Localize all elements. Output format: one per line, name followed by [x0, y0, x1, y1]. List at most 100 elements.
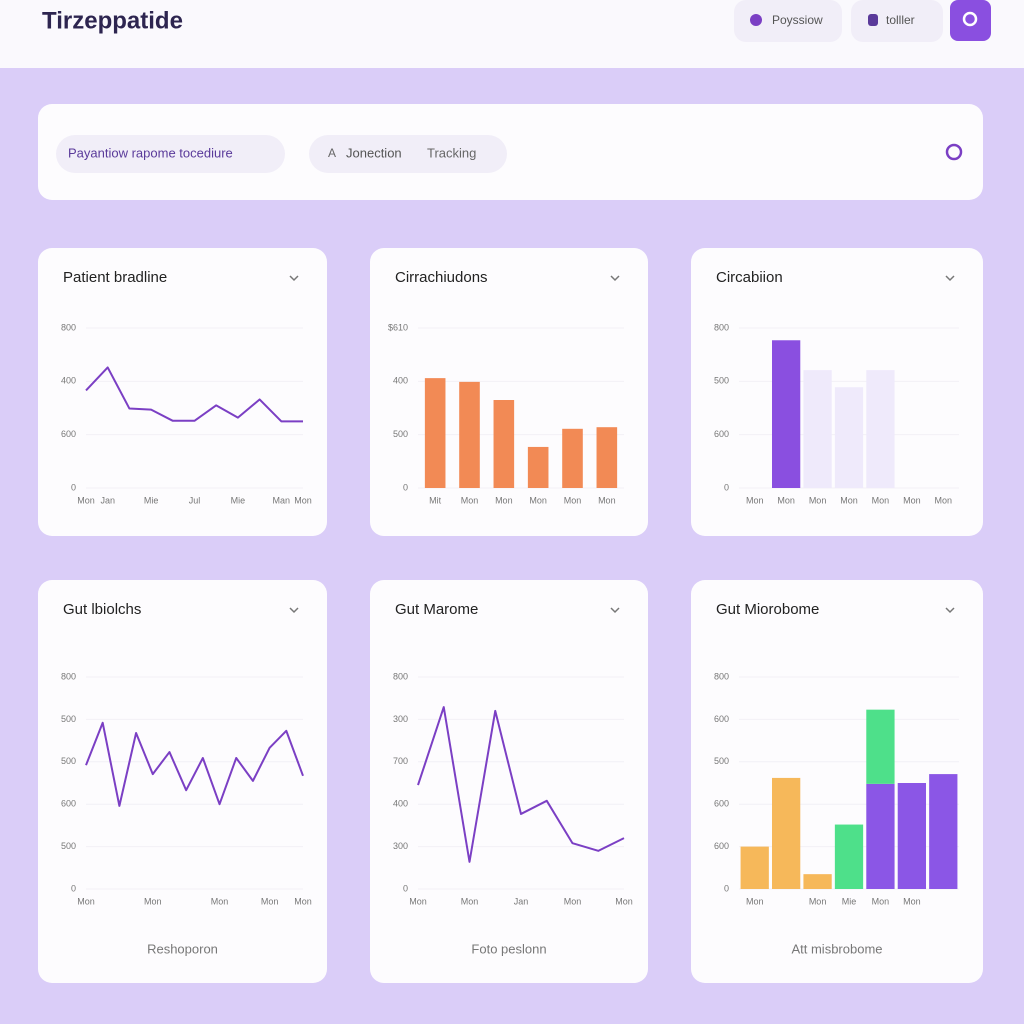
bar-segment: [772, 777, 801, 889]
dropdown-chevron: [945, 275, 955, 282]
y-tick-label: 500: [61, 714, 76, 724]
y-tick-label: 800: [61, 322, 76, 332]
x-tick-label: Mon: [294, 896, 312, 906]
chart-footer: Reshoporon: [147, 941, 218, 956]
bar-segment: [897, 783, 926, 889]
icon-button[interactable]: [950, 0, 991, 41]
y-tick-label: 500: [61, 841, 76, 851]
chart-title: Gut Miorobome: [716, 601, 819, 618]
x-tick-label: Mon: [564, 896, 582, 906]
button-icon: [962, 11, 978, 27]
chart-card: [38, 248, 327, 536]
x-tick-label: Mon: [77, 896, 95, 906]
x-tick-label: Mon: [529, 495, 547, 505]
y-tick-label: 500: [714, 756, 729, 766]
y-tick-label: 800: [393, 671, 408, 681]
bar: [562, 428, 583, 488]
y-tick-label: 600: [61, 799, 76, 809]
x-tick-label: Mon: [294, 495, 312, 505]
x-tick-label: Mon: [777, 495, 795, 505]
x-tick-label: Mon: [903, 495, 921, 505]
y-tick-label: 800: [61, 671, 76, 681]
y-tick-label: 0: [724, 883, 729, 893]
x-tick-label: Mon: [564, 495, 582, 505]
x-tick-label: Mie: [842, 896, 857, 906]
x-tick-label: Mon: [872, 896, 890, 906]
x-tick-label: Jul: [189, 495, 201, 505]
y-tick-label: 400: [393, 799, 408, 809]
tab[interactable]: [56, 135, 285, 173]
y-tick-label: 300: [393, 841, 408, 851]
x-tick-label: Mon: [144, 896, 162, 906]
tab-label: Payantiow rapome tocediure: [68, 145, 233, 160]
x-tick-label: Mon: [746, 495, 764, 505]
app-title: Tirzeppatide: [42, 7, 183, 34]
bar-segment: [740, 846, 769, 889]
x-tick-label: Mon: [77, 495, 95, 505]
bar-segment: [803, 874, 832, 889]
x-tick-label: Jan: [514, 896, 529, 906]
x-tick-label: Mon: [840, 495, 858, 505]
x-tick-label: Mon: [495, 495, 513, 505]
y-tick-label: 800: [714, 671, 729, 681]
dropdown-chevron: [610, 607, 620, 614]
button-icon: [750, 14, 762, 26]
tab[interactable]: [309, 135, 507, 173]
x-tick-label: Mon: [615, 896, 633, 906]
bar: [596, 427, 618, 488]
button-icon: [868, 14, 878, 26]
x-tick-label: Mon: [461, 495, 479, 505]
bar-segment: [866, 370, 895, 488]
y-tick-label: 600: [714, 841, 729, 851]
x-tick-label: Jan: [100, 495, 115, 505]
bar-segment: [834, 387, 864, 488]
y-tick-label: 500: [393, 429, 408, 439]
x-tick-label: Mon: [261, 896, 279, 906]
header-button[interactable]: [851, 0, 943, 42]
y-tick-label: 700: [393, 756, 408, 766]
y-tick-label: 0: [403, 482, 408, 492]
x-tick-label: Mon: [409, 896, 427, 906]
chart-title: Gut lbiolchs: [63, 601, 141, 618]
dropdown-chevron: [289, 275, 299, 282]
y-tick-label: 500: [714, 376, 729, 386]
dropdown-chevron: [289, 607, 299, 614]
bar: [459, 381, 480, 488]
y-tick-label: 400: [393, 376, 408, 386]
chart-card: [370, 580, 648, 983]
x-tick-label: Mon: [872, 495, 890, 505]
status-icon[interactable]: [945, 143, 963, 161]
bar-segment: [866, 783, 895, 889]
x-tick-label: Mon: [903, 896, 921, 906]
tab-icon: A: [328, 146, 336, 160]
chart-card: [370, 248, 648, 536]
chart-title: Circabiion: [716, 269, 783, 286]
header-button[interactable]: [734, 0, 842, 42]
dropdown-chevron: [610, 275, 620, 282]
x-tick-label: Mit: [429, 495, 441, 505]
bar-segment: [866, 709, 895, 784]
y-tick-label: 600: [714, 714, 729, 724]
x-tick-label: Mon: [461, 896, 479, 906]
x-tick-label: Mon: [809, 495, 827, 505]
bar-segment: [772, 340, 801, 488]
y-tick-label: 400: [61, 376, 76, 386]
tab-label: Jonection: [346, 145, 402, 160]
chart-title: Cirrachiudons: [395, 269, 488, 286]
x-tick-label: Mie: [231, 495, 246, 505]
y-tick-label: 500: [61, 756, 76, 766]
bar-segment: [929, 774, 958, 889]
y-tick-label: 800: [714, 322, 729, 332]
bar: [424, 378, 446, 488]
bar-segment: [803, 370, 832, 488]
y-tick-label: 300: [393, 714, 408, 724]
chart-title: Gut Marome: [395, 601, 478, 618]
button-label: Poyssiow: [772, 13, 823, 27]
y-tick-label: 600: [714, 799, 729, 809]
line-series: [85, 366, 303, 423]
x-tick-label: Mon: [598, 495, 616, 505]
dropdown-chevron: [945, 607, 955, 614]
x-tick-label: Mon: [935, 495, 953, 505]
line-series: [417, 706, 625, 863]
